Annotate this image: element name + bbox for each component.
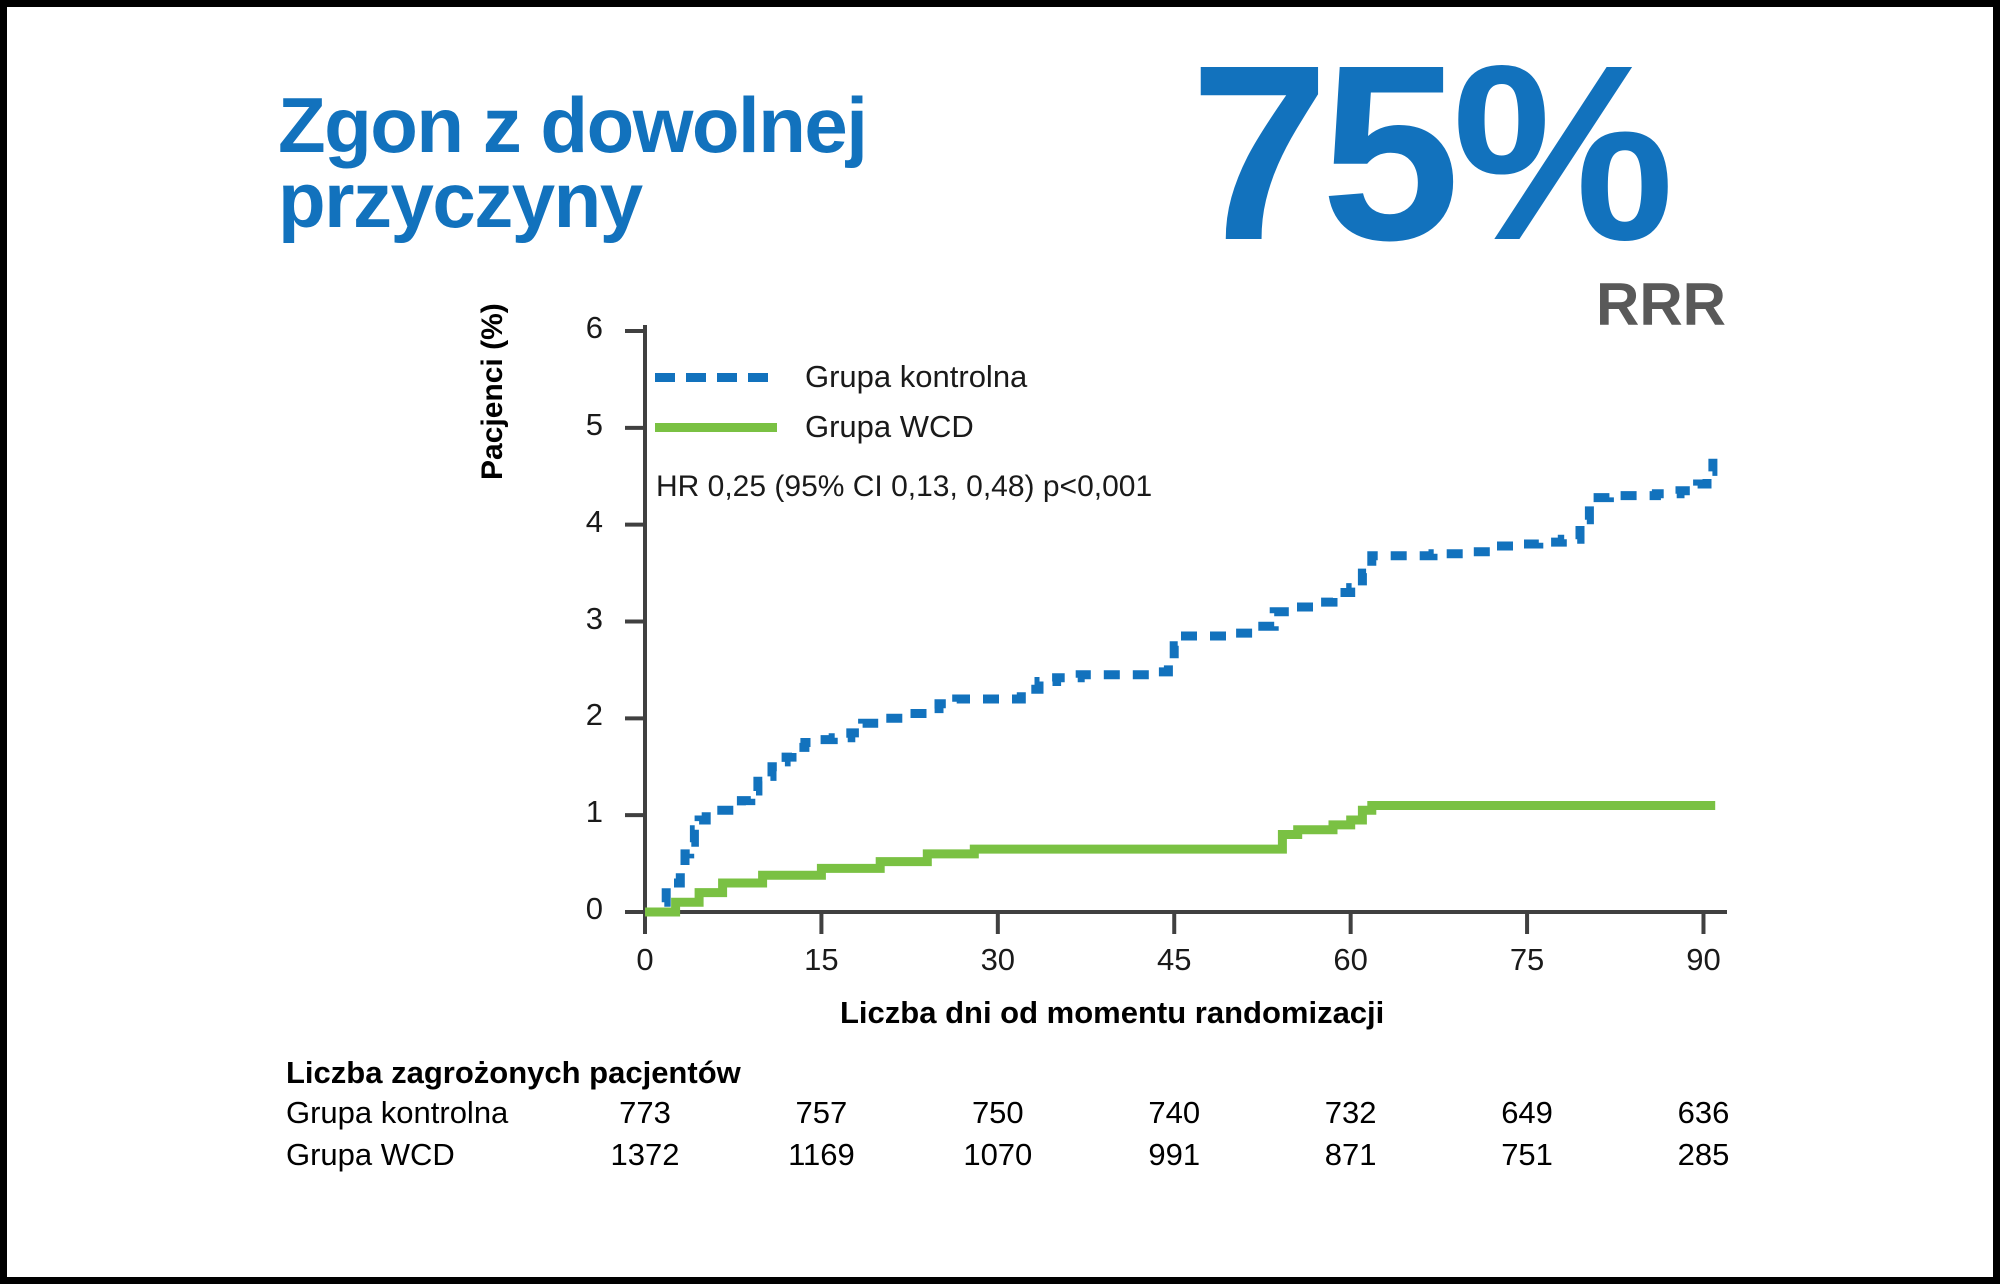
risk-table-row: Grupa kontrolna 773 757 750 740 732 649 636 xyxy=(286,1095,1766,1137)
legend-swatch-dashed-icon xyxy=(655,372,777,382)
page-title: Zgon z dowolnej przyczyny xyxy=(278,81,868,244)
risk-row-label: Grupa WCD xyxy=(286,1137,455,1172)
risk-row-value: 871 xyxy=(1324,1137,1377,1172)
stat-block: 75% RRR xyxy=(1190,28,1750,339)
legend-item-control: Grupa kontrolna xyxy=(655,352,1027,402)
x-tick-label: 30 xyxy=(980,942,1016,977)
risk-row-value: 285 xyxy=(1677,1137,1730,1172)
y-axis-title: Pacjenci (%) xyxy=(476,303,509,480)
risk-row-value: 991 xyxy=(1148,1137,1201,1172)
y-axis-ticks xyxy=(625,329,645,914)
risk-row-value: 1169 xyxy=(788,1137,855,1172)
x-tick-label: 15 xyxy=(804,942,839,977)
x-tick-label: 75 xyxy=(1509,942,1545,977)
risk-row-value: 757 xyxy=(795,1095,848,1130)
risk-row-value: 636 xyxy=(1677,1095,1730,1130)
y-tick-label: 6 xyxy=(585,310,603,345)
y-tick-label: 4 xyxy=(585,503,603,539)
numbers-at-risk-table: Liczba zagrożonych pacjentów Grupa kontr… xyxy=(286,1055,1766,1179)
y-tick-label: 0 xyxy=(585,891,603,926)
x-tick-label: 0 xyxy=(636,942,654,977)
risk-table-title: Liczba zagrożonych pacjentów xyxy=(286,1055,741,1090)
x-tick-label: 90 xyxy=(1686,942,1721,977)
risk-row-value: 1372 xyxy=(610,1137,680,1172)
chart-series xyxy=(645,458,1718,917)
risk-table-row: Grupa WCD 1372 1169 1070 991 871 751 285 xyxy=(286,1137,1766,1179)
y-tick-label: 5 xyxy=(585,406,603,442)
y-tick-label: 1 xyxy=(585,794,603,830)
legend-label-wcd: Grupa WCD xyxy=(805,409,974,444)
stat-value: 75% xyxy=(1190,13,1674,292)
stat-sublabel: RRR xyxy=(1596,271,1726,338)
hazard-ratio-annotation: HR 0,25 (95% CI 0,13, 0,48) p<0,001 xyxy=(656,470,1153,503)
risk-row-value: 649 xyxy=(1501,1095,1553,1130)
risk-row-value: 732 xyxy=(1324,1095,1377,1130)
risk-row-value: 751 xyxy=(1501,1137,1553,1172)
x-axis-ticks xyxy=(643,912,1706,934)
x-axis-title: Liczba dni od momentu randomizacji xyxy=(840,995,1385,1030)
risk-row-value: 773 xyxy=(619,1095,671,1130)
series-line-control xyxy=(645,458,1718,917)
risk-row-value: 750 xyxy=(971,1095,1024,1130)
y-tick-label: 3 xyxy=(585,600,603,636)
x-tick-label: 45 xyxy=(1156,942,1192,977)
risk-table-rows: Grupa kontrolna 773 757 750 740 732 649 636 Grup… xyxy=(286,1095,1766,1179)
legend-swatch-solid-icon xyxy=(655,422,777,432)
y-tick-label: 2 xyxy=(585,697,603,733)
legend-item-wcd: Grupa WCD xyxy=(655,402,1027,452)
series-line-wcd xyxy=(645,801,1716,917)
risk-row-label: Grupa kontrolna xyxy=(286,1095,509,1130)
risk-row-value: 740 xyxy=(1148,1095,1201,1130)
risk-row-value: 1070 xyxy=(963,1137,1033,1172)
x-tick-label: 60 xyxy=(1333,942,1368,977)
legend-label-control: Grupa kontrolna xyxy=(805,359,1028,394)
chart-legend: Grupa kontrolna Grupa WCD xyxy=(655,352,1027,452)
